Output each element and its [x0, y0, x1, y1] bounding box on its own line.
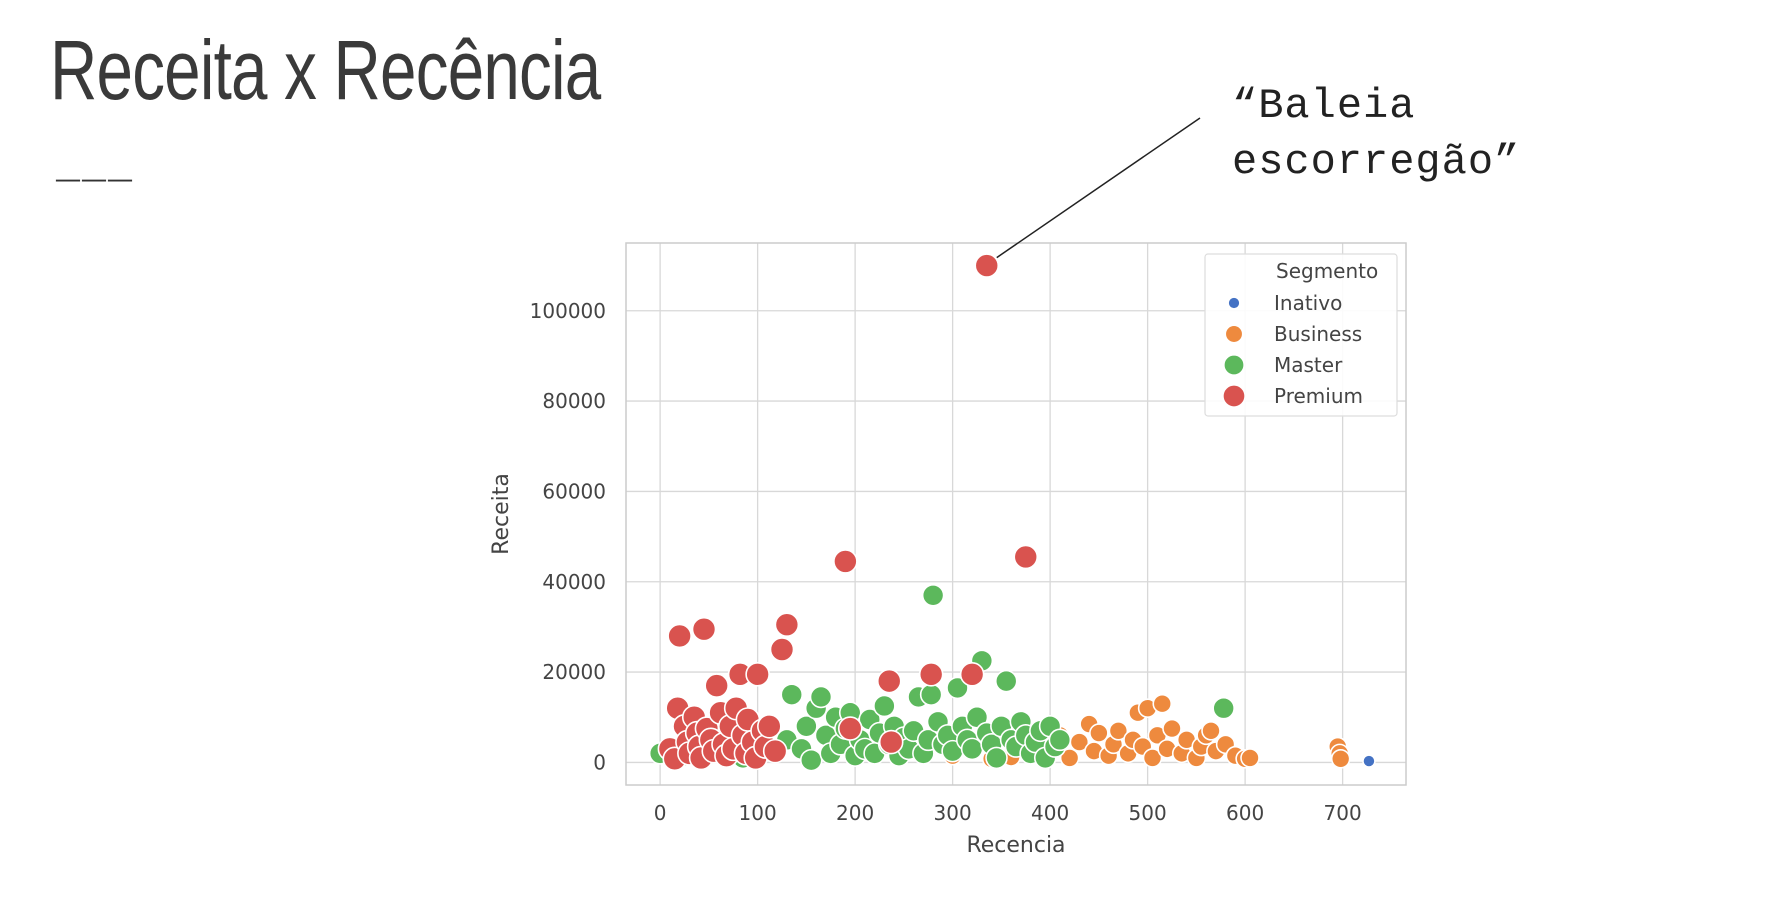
- points-layer: [648, 253, 1376, 772]
- plot-frame: [625, 242, 1407, 786]
- data-point-master: [780, 683, 804, 706]
- legend-items: Inativo Business Master Premium: [1222, 291, 1363, 408]
- data-point-master: [1212, 696, 1235, 720]
- legend-marker-premium: [1222, 384, 1246, 408]
- data-point-premium: [691, 616, 717, 642]
- y-tick-label: 20000: [542, 660, 606, 684]
- series-premium: [657, 253, 1039, 772]
- legend-marker-master: [1223, 354, 1245, 376]
- data-point-master: [795, 714, 818, 738]
- data-point-business: [1201, 720, 1221, 741]
- x-tick-label: 700: [1324, 801, 1362, 825]
- legend-marker-business: [1224, 324, 1244, 344]
- series-business: [942, 693, 1351, 769]
- data-point-premium: [974, 253, 1000, 278]
- callout-line-1: “Baleia: [1232, 82, 1416, 130]
- y-tick-labels: 0 20000 40000 60000 80000 100000: [530, 299, 606, 775]
- data-point-master: [873, 694, 896, 718]
- y-tick-label: 60000: [542, 479, 606, 503]
- data-point-business: [1240, 748, 1260, 768]
- x-tick-label: 300: [934, 801, 972, 825]
- x-tick-label: 0: [654, 801, 667, 825]
- y-tick-label: 0: [593, 750, 606, 774]
- legend-label-premium: Premium: [1274, 384, 1363, 408]
- data-point-master: [1048, 728, 1072, 752]
- data-point-premium: [774, 612, 800, 637]
- data-point-premium: [918, 662, 944, 687]
- data-point-business: [1089, 723, 1109, 743]
- y-tick-label: 100000: [530, 299, 606, 323]
- data-point-business: [1152, 693, 1173, 714]
- data-point-premium: [837, 716, 863, 741]
- callout-annotation: “Baleia escorregão”: [1232, 78, 1520, 190]
- data-point-master: [985, 746, 1008, 770]
- data-point-premium: [769, 637, 795, 662]
- data-point-business: [1059, 748, 1080, 768]
- x-tick-label: 600: [1226, 801, 1264, 825]
- x-tick-label: 100: [739, 801, 777, 825]
- data-point-master: [809, 685, 833, 709]
- title-underline-decoration: ___: [56, 145, 135, 190]
- data-point-business: [1162, 718, 1182, 739]
- data-point-premium: [745, 662, 770, 687]
- data-point-master: [919, 683, 943, 706]
- legend-box: [1204, 253, 1398, 417]
- data-point-business: [1330, 749, 1351, 769]
- data-point-premium: [833, 549, 858, 574]
- data-point-premium: [876, 668, 902, 694]
- legend-marker-inativo: [1227, 296, 1241, 310]
- legend: Segmento Inativo Business Master Premium: [1204, 253, 1398, 417]
- slide-title: Receita x Recência: [50, 23, 601, 117]
- data-point-master: [994, 669, 1018, 693]
- data-point-master: [799, 748, 823, 772]
- data-point-premium: [878, 729, 904, 755]
- callout-leader-line: [996, 117, 1201, 259]
- x-tick-label: 400: [1031, 801, 1069, 825]
- data-point-premium: [757, 713, 782, 739]
- x-axis-label: Recencia: [966, 833, 1065, 858]
- data-point-premium: [1013, 544, 1039, 570]
- x-tick-label: 500: [1129, 801, 1167, 825]
- legend-label-inativo: Inativo: [1274, 291, 1342, 315]
- data-point-business: [1142, 748, 1163, 768]
- data-point-master: [946, 676, 969, 700]
- legend-label-master: Master: [1274, 353, 1343, 377]
- data-point-business: [1108, 720, 1129, 741]
- data-point-premium: [762, 738, 788, 764]
- x-tick-label: 200: [836, 801, 874, 825]
- data-point-premium: [959, 662, 985, 687]
- data-point-premium: [667, 623, 692, 649]
- series-inativo: [1362, 754, 1376, 768]
- data-point-inativo: [1362, 754, 1376, 768]
- callout-line-2: escorregão”: [1232, 138, 1521, 186]
- y-tick-label: 80000: [542, 389, 606, 413]
- y-tick-label: 40000: [542, 570, 606, 594]
- data-point-premium: [704, 673, 729, 698]
- y-axis-label: Receita: [489, 473, 514, 555]
- grid-layer: [626, 243, 1406, 785]
- x-tick-labels: 0 100 200 300 400 500 600 700: [654, 801, 1362, 825]
- legend-title: Segmento: [1276, 259, 1378, 283]
- data-point-master: [921, 583, 945, 607]
- legend-label-business: Business: [1274, 322, 1362, 346]
